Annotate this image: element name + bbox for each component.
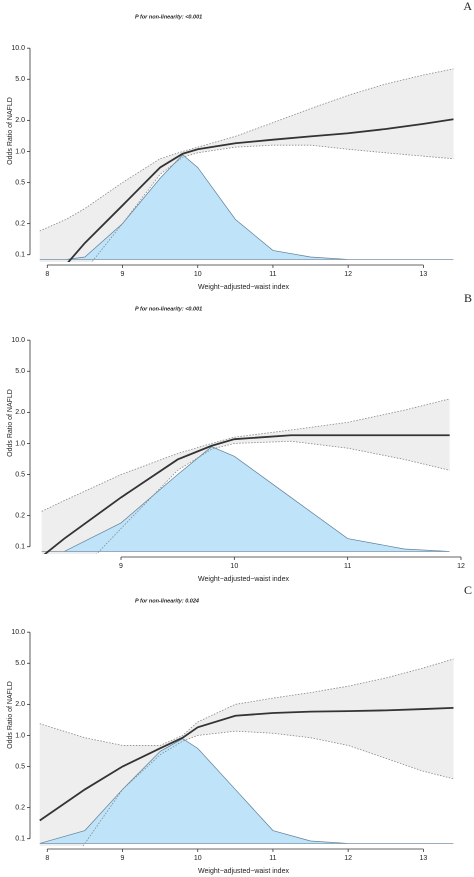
density-area <box>39 154 454 260</box>
x-tick-label: 12 <box>344 271 352 278</box>
x-tick-label: 8 <box>45 271 49 278</box>
odds-ratio-line <box>43 434 450 554</box>
ci-band <box>41 398 450 554</box>
y-tick-label: 5.0 <box>15 368 25 375</box>
annotation: P for non-linearity: 0.024 <box>135 598 199 604</box>
x-tick-label: 10 <box>194 271 202 278</box>
density-area <box>39 738 454 844</box>
y-axis-title: Odds Ratio of NAFLD <box>7 389 14 457</box>
x-tick-label: 12 <box>457 563 465 570</box>
ci-lower <box>82 730 454 846</box>
panel-label: C <box>464 583 472 597</box>
x-axis-title: Weight−adjusted−waist index <box>198 576 289 583</box>
x-tick-label: 11 <box>269 855 276 862</box>
y-tick-label: 0.2 <box>15 804 25 811</box>
odds-ratio-line <box>67 118 454 262</box>
x-tick-label: 12 <box>344 855 352 862</box>
x-tick-label: 13 <box>419 855 427 862</box>
y-tick-label: 5.0 <box>15 660 25 667</box>
x-tick-label: 11 <box>269 271 276 278</box>
x-axis-title: Weight−adjusted−waist index <box>198 868 289 875</box>
y-tick-label: 0.1 <box>15 544 25 551</box>
y-tick-label: 0.1 <box>15 836 25 843</box>
panel: 0.1 0.2 0.5 1.0 2.0 5.0 10.0 Odds Ratio of NAFL… <box>7 291 472 583</box>
y-tick-label: 2.0 <box>15 409 25 416</box>
panel-label: A <box>463 0 472 13</box>
y-tick-label: 10.0 <box>11 337 25 344</box>
y-tick-label: 2.0 <box>15 701 25 708</box>
x-tick-label: 10 <box>230 563 238 570</box>
y-tick-label: 10.0 <box>11 45 25 52</box>
panel-label: B <box>464 291 472 305</box>
ci-upper <box>41 398 450 512</box>
panel: 0.1 0.2 0.5 1.0 2.0 5.0 10.0 Odds Ratio of NAFL… <box>7 583 472 875</box>
plot-area <box>39 658 454 846</box>
odds-ratio-line <box>39 706 454 822</box>
ci-upper <box>39 68 454 232</box>
y-tick-label: 0.5 <box>15 471 25 478</box>
ci-band <box>39 68 454 262</box>
y-tick-label: 2.0 <box>15 117 25 124</box>
annotation: P for non-linearity: <0.001 <box>135 306 202 312</box>
y-tick-label: 0.5 <box>15 179 25 186</box>
plot-area <box>41 398 450 554</box>
x-tick-label: 8 <box>45 855 49 862</box>
x-tick-label: 9 <box>119 563 123 570</box>
y-tick-label: 0.5 <box>15 763 25 770</box>
y-tick-label: 0.2 <box>15 512 25 519</box>
x-tick-label: 11 <box>344 563 351 570</box>
y-tick-label: 0.1 <box>15 252 25 259</box>
y-tick-label: 1.0 <box>15 148 25 155</box>
y-tick-label: 10.0 <box>11 629 25 636</box>
x-tick-label: 13 <box>419 271 427 278</box>
panel: 0.1 0.2 0.5 1.0 2.0 5.0 10.0 Odds Ratio of NAFL… <box>7 0 472 291</box>
y-tick-label: 1.0 <box>15 440 25 447</box>
x-tick-label: 9 <box>121 855 125 862</box>
x-axis-title: Weight−adjusted−waist index <box>198 284 289 291</box>
ci-lower <box>96 440 450 554</box>
y-axis-title: Odds Ratio of NAFLD <box>7 681 14 749</box>
annotation: P for non-linearity: <0.001 <box>135 14 202 20</box>
ci-lower <box>91 144 454 262</box>
density-area <box>41 446 450 552</box>
x-tick-label: 10 <box>194 855 202 862</box>
y-tick-label: 0.2 <box>15 220 25 227</box>
x-tick-label: 9 <box>121 271 125 278</box>
ci-band <box>39 658 454 846</box>
y-tick-label: 1.0 <box>15 732 25 739</box>
plot-area <box>39 68 454 262</box>
y-axis-title: Odds Ratio of NAFLD <box>7 97 14 165</box>
y-tick-label: 5.0 <box>15 76 25 83</box>
